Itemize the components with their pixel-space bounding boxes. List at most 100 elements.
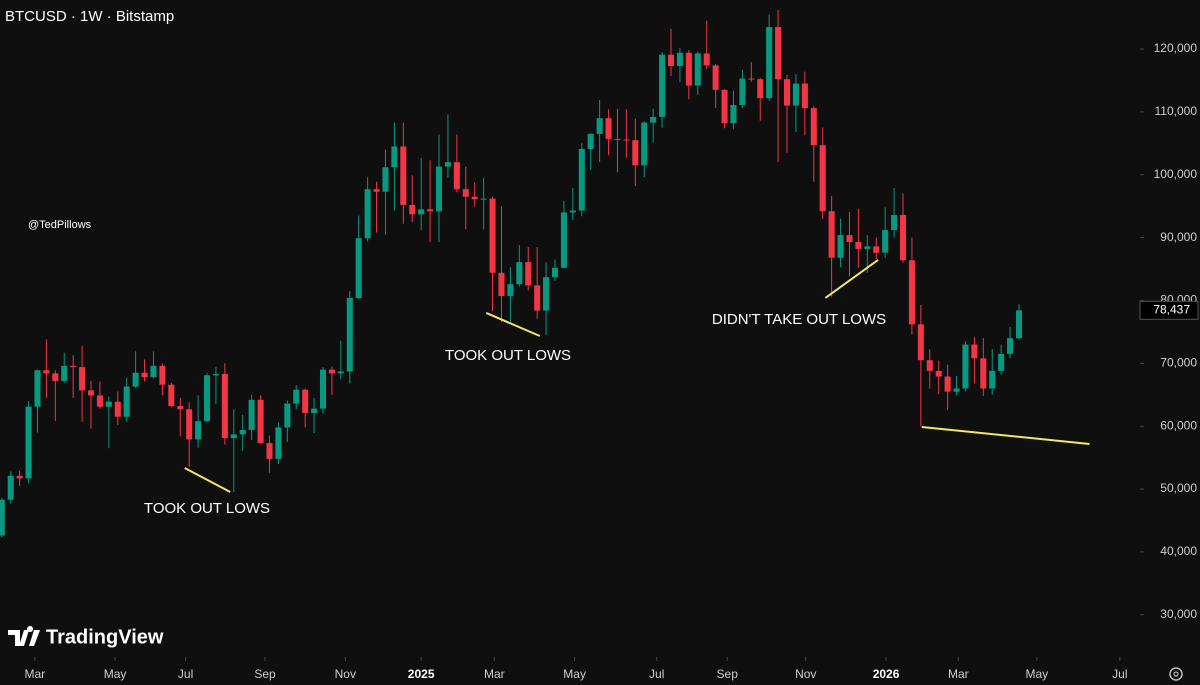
logo-mark: [8, 626, 40, 646]
x-tick-label: 2026: [873, 667, 900, 681]
x-tick-label: Nov: [795, 667, 816, 681]
chart-title: BTCUSD · 1W · Bitstamp: [5, 8, 174, 25]
annotation-text: TOOK OUT LOWS: [445, 347, 571, 364]
candle-body: [828, 211, 835, 258]
plot-area: [0, 10, 1090, 538]
x-tick-label: Jul: [178, 667, 193, 681]
candle-body: [373, 189, 380, 192]
candle-body: [908, 260, 915, 325]
candle-body: [284, 403, 291, 428]
candle-body: [962, 344, 969, 389]
candle-body: [551, 267, 559, 278]
candle-body: [221, 374, 228, 439]
candle-body: [186, 409, 193, 440]
candle-body: [382, 167, 389, 192]
candle-body: [614, 138, 621, 140]
settings-icon[interactable]: [1169, 667, 1183, 681]
candle-body: [302, 389, 309, 413]
last-price-label: 78,437: [1153, 302, 1190, 316]
y-tick-label: 50,000: [1160, 481, 1197, 495]
candle-body: [61, 365, 68, 381]
x-tick-label: May: [1026, 667, 1049, 681]
candle-body: [105, 401, 112, 407]
candle-body: [132, 372, 139, 387]
candle-body: [70, 365, 77, 368]
candle-body: [239, 429, 246, 435]
candle-body: [275, 427, 282, 459]
candle-body: [257, 399, 264, 444]
y-tick-label: 30,000: [1160, 607, 1197, 621]
candle-body: [489, 198, 496, 273]
candle-body: [569, 210, 576, 213]
candle-body: [659, 54, 666, 117]
gear-ring[interactable]: [1169, 667, 1183, 681]
candle-body: [87, 390, 95, 396]
candle-body: [79, 367, 86, 391]
candle-body: [150, 365, 157, 378]
candle-body: [435, 166, 443, 212]
y-tick-label: 60,000: [1160, 418, 1197, 432]
x-tick-label: Mar: [24, 667, 45, 681]
candle-body: [409, 204, 416, 215]
candle-body: [676, 52, 683, 67]
candle-body: [694, 53, 701, 86]
x-tick-label: Mar: [948, 667, 969, 681]
y-tick-label: 120,000: [1154, 41, 1198, 55]
candle-body: [364, 189, 371, 239]
candle-body: [480, 198, 487, 200]
candle-body: [864, 246, 871, 249]
candle-body: [650, 116, 657, 123]
candle-body: [605, 118, 612, 139]
candle-body: [1007, 338, 1014, 354]
candle-body: [596, 118, 603, 134]
candle-body: [855, 242, 862, 249]
x-tick-label: Jul: [1112, 667, 1127, 681]
candle-body: [578, 148, 585, 211]
candle-body: [873, 246, 880, 253]
candle-body: [810, 108, 817, 146]
candle-body: [792, 83, 799, 106]
x-tick-label: Sep: [717, 667, 739, 681]
candle-body: [337, 371, 344, 374]
candle-body: [498, 272, 505, 297]
candle-body: [43, 370, 50, 374]
candle-body: [444, 162, 451, 167]
candle-body: [685, 52, 692, 86]
candle-body: [507, 284, 514, 297]
candle-body: [623, 139, 630, 141]
candle-body: [427, 209, 434, 212]
annotation-line: [824, 259, 879, 299]
candle-body: [953, 388, 960, 392]
annotation-text: DIDN'T TAKE OUT LOWS: [712, 311, 886, 328]
x-tick-label: May: [104, 667, 127, 681]
candle-body: [801, 83, 808, 109]
y-tick-label: 70,000: [1160, 356, 1197, 370]
candle-body: [721, 89, 728, 124]
candle-body: [783, 79, 791, 106]
x-tick-label: Jul: [649, 667, 664, 681]
candle-body: [757, 79, 764, 99]
gear-hub[interactable]: [1173, 671, 1179, 677]
candle-body: [34, 370, 41, 407]
candle-body: [543, 277, 550, 311]
candle-body: [52, 373, 59, 381]
candle-body: [25, 406, 32, 479]
candle-body: [739, 78, 746, 105]
candle-body: [123, 386, 130, 417]
candle-body: [560, 212, 567, 268]
candle-body: [712, 65, 719, 90]
candle-body: [632, 140, 639, 166]
candle-body: [212, 374, 219, 376]
candle-body: [203, 375, 211, 422]
candle-body: [0, 499, 5, 536]
candle-body: [819, 145, 826, 212]
annotation-line: [921, 426, 1090, 445]
candle-body: [534, 285, 541, 311]
candle-body: [177, 406, 184, 410]
candle-body: [453, 162, 460, 190]
candle-body: [462, 189, 469, 197]
candle-body: [391, 146, 398, 168]
candle-body: [926, 360, 933, 371]
